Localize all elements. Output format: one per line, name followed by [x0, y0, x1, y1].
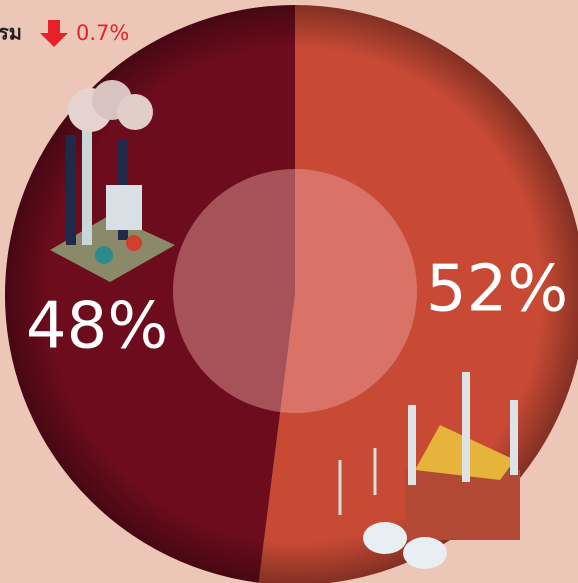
header-annotation: รม 0.7%	[0, 20, 129, 47]
inner-circle	[173, 169, 417, 413]
value-label: 52%	[426, 253, 568, 327]
value-label: 48%	[26, 290, 168, 364]
annotation-label: รม	[0, 21, 22, 45]
down-arrow	[40, 20, 68, 47]
power-plant-icon	[338, 372, 520, 569]
change-label: 0.7%	[76, 21, 129, 45]
factory-icon	[50, 80, 175, 282]
